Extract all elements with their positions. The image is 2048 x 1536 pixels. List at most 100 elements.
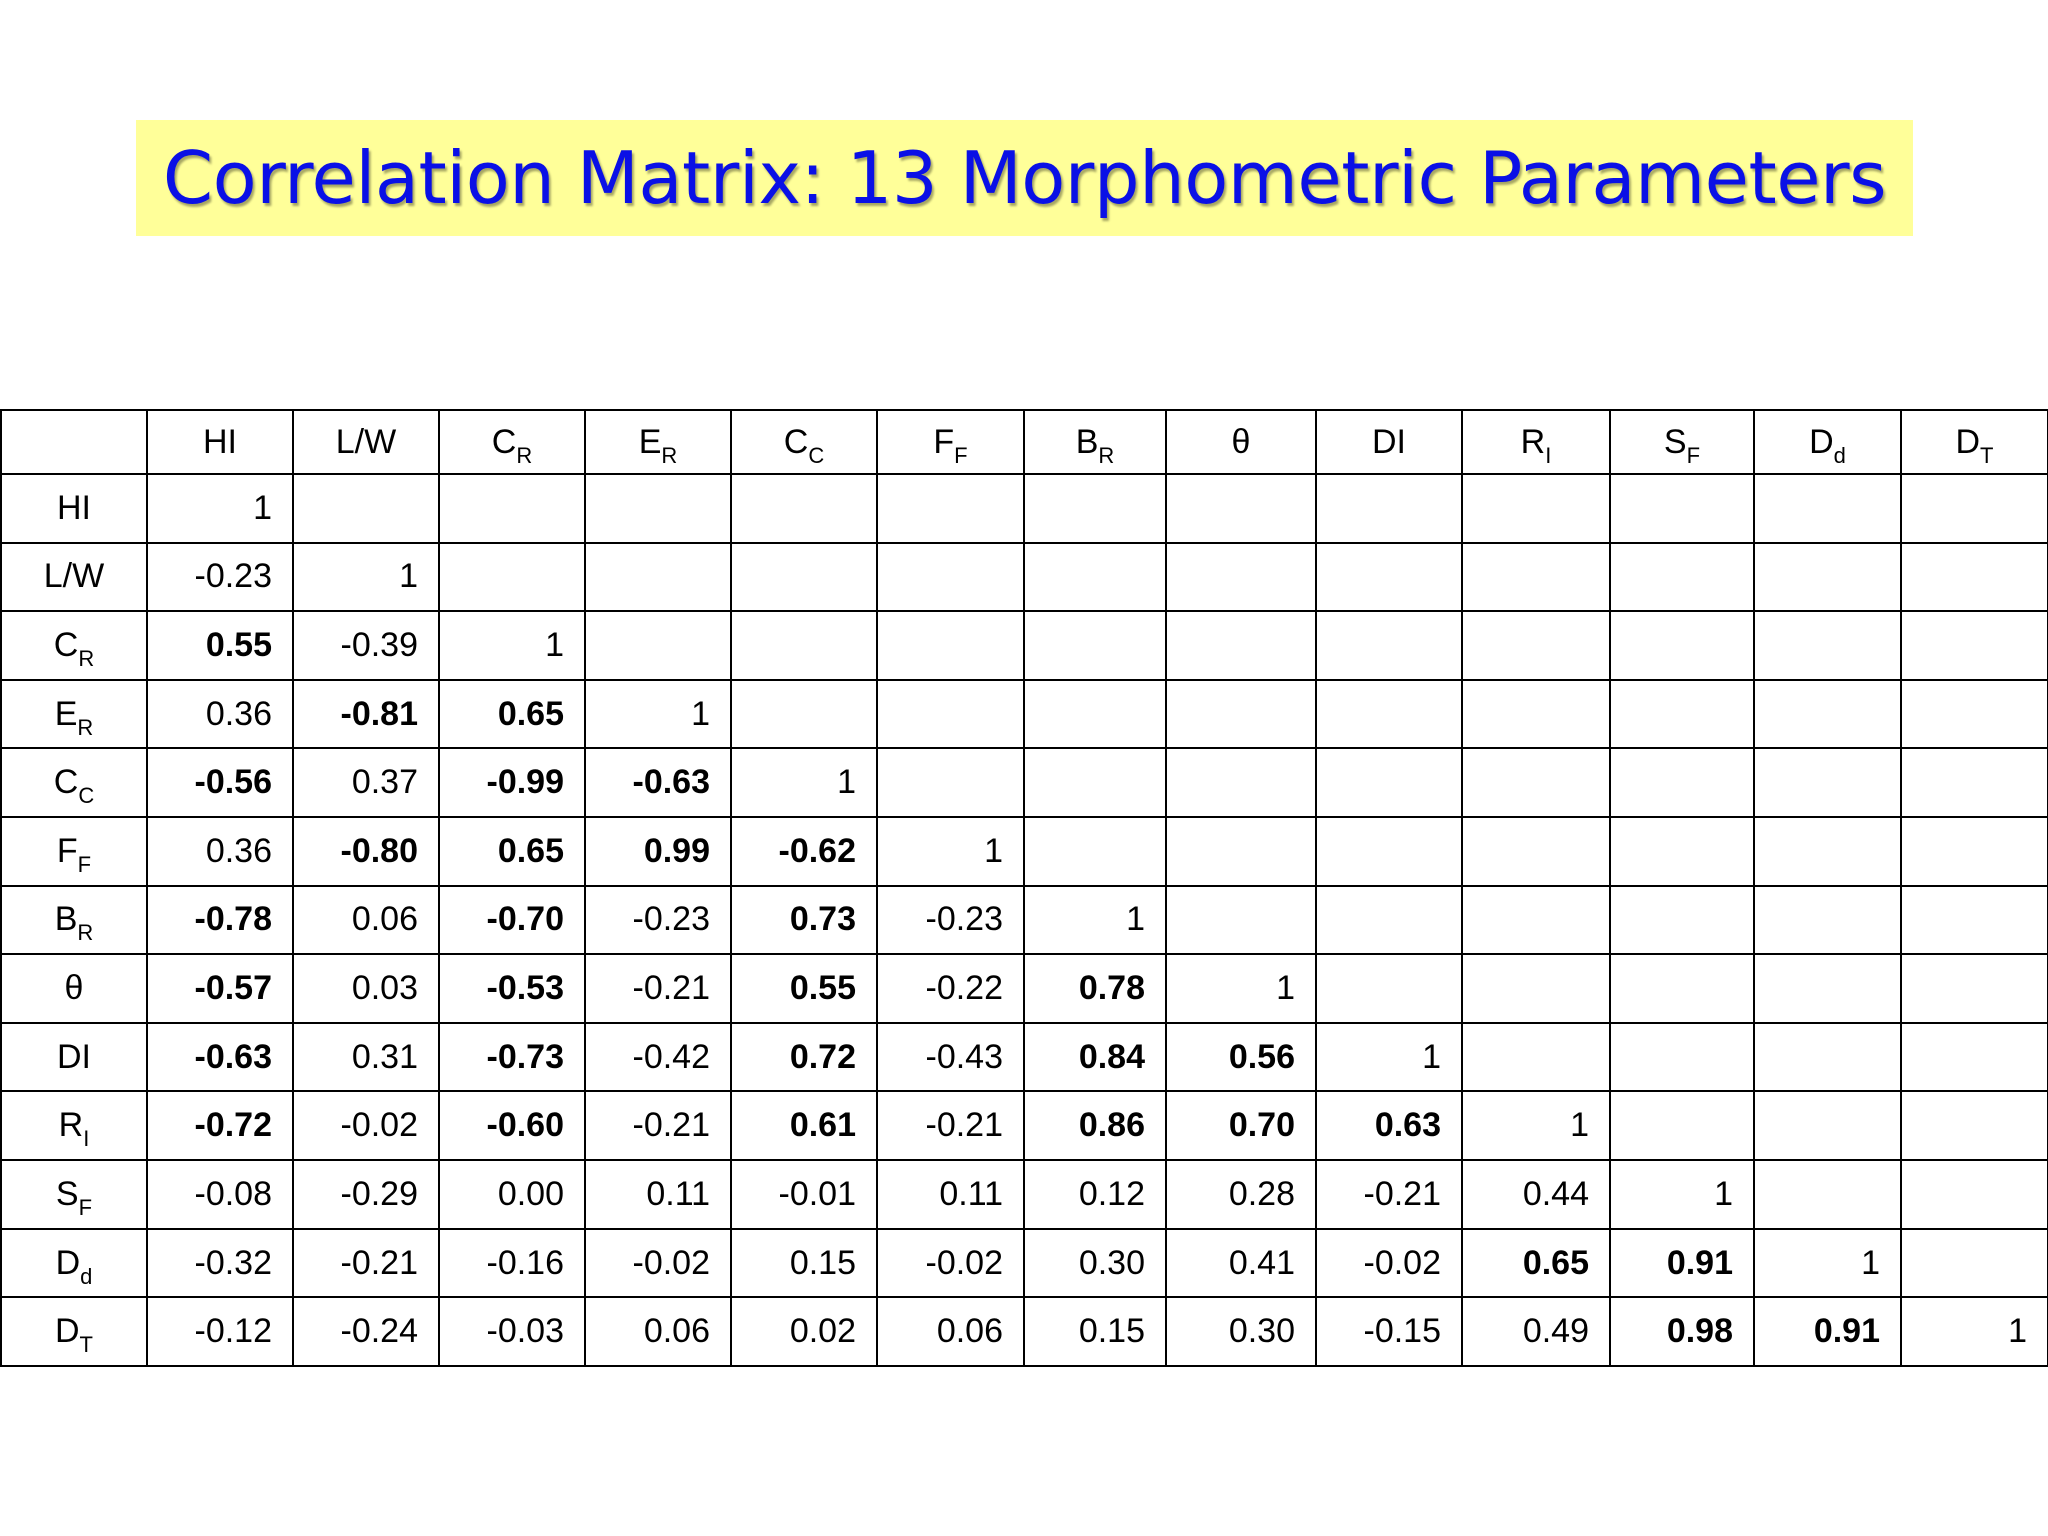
- correlation-cell: 1: [876, 816, 1025, 887]
- correlation-cell: -0.02: [292, 1090, 440, 1162]
- correlation-cell: 0.86: [1023, 1090, 1167, 1162]
- empty-cell: [292, 473, 440, 544]
- empty-cell: [1023, 473, 1167, 544]
- column-header: CC: [730, 409, 878, 475]
- correlation-cell: 0.70: [1165, 1090, 1317, 1162]
- correlation-cell: 0.78: [1023, 953, 1167, 1024]
- matrix-body: HI 1 L/W -0.23 1 CR 0.55 -0.39 1 ER 0.36 -0.81 0.65 1…: [0, 473, 2048, 1367]
- empty-cell: [1900, 610, 2048, 681]
- correlation-cell: 0.03: [292, 953, 440, 1024]
- correlation-cell: -0.21: [292, 1227, 440, 1299]
- column-header-label: F: [933, 422, 955, 461]
- table-row: θ -0.57 0.03 -0.53 -0.21 0.55 -0.22 0.78 1: [0, 953, 2048, 1024]
- column-header-label: D: [1955, 422, 1981, 461]
- correlation-cell: 0.41: [1165, 1227, 1317, 1299]
- column-header-subscript: F: [954, 442, 968, 468]
- row-header: FF: [0, 816, 148, 887]
- row-header: HI: [0, 473, 148, 544]
- column-header-label: S: [1663, 422, 1687, 461]
- column-header-label: HI: [203, 422, 237, 461]
- correlation-cell: 0.36: [146, 678, 294, 750]
- row-header: CC: [0, 747, 148, 819]
- correlation-cell: 0.98: [1609, 1296, 1755, 1367]
- row-header-subscript: C: [78, 783, 95, 809]
- column-header-label: DI: [1372, 422, 1406, 461]
- correlation-cell: -0.53: [438, 953, 586, 1024]
- empty-cell: [1315, 473, 1463, 544]
- empty-cell: [584, 473, 732, 544]
- correlation-cell: -0.22: [876, 953, 1025, 1024]
- correlation-cell: 1: [292, 541, 440, 613]
- column-header-label: R: [1520, 422, 1546, 461]
- correlation-cell: -0.23: [584, 884, 732, 956]
- empty-cell: [1315, 610, 1463, 681]
- column-header-label: L/W: [335, 422, 397, 461]
- correlation-cell: 0.15: [1023, 1296, 1167, 1367]
- empty-cell: [730, 473, 878, 544]
- correlation-cell: 0.63: [1315, 1090, 1463, 1162]
- empty-cell: [1753, 1090, 1902, 1162]
- empty-cell: [1609, 473, 1755, 544]
- correlation-cell: 0.11: [584, 1159, 732, 1230]
- row-header: θ: [0, 953, 148, 1024]
- empty-cell: [1165, 541, 1317, 613]
- table-row: DI -0.63 0.31 -0.73 -0.42 0.72 -0.43 0.84 0.56 1: [0, 1021, 2048, 1093]
- row-header-subscript: R: [77, 714, 94, 740]
- corner-cell: [0, 409, 148, 475]
- column-header-subscript: T: [1980, 442, 1994, 468]
- column-header: ER: [584, 409, 732, 475]
- column-header-label: C: [491, 422, 517, 461]
- empty-cell: [876, 678, 1025, 750]
- correlation-cell: 0.36: [146, 816, 294, 887]
- correlation-cell: 0.49: [1461, 1296, 1611, 1367]
- empty-cell: [1753, 610, 1902, 681]
- row-header-label: B: [54, 900, 78, 939]
- row-header-label: D: [54, 1312, 80, 1351]
- row-header-label: θ: [64, 969, 84, 1008]
- empty-cell: [1165, 678, 1317, 750]
- empty-cell: [1753, 816, 1902, 887]
- correlation-cell: -0.21: [584, 953, 732, 1024]
- table-row: HI 1: [0, 473, 2048, 544]
- empty-cell: [1753, 473, 1902, 544]
- correlation-cell: 0.72: [730, 1021, 878, 1093]
- empty-cell: [1900, 816, 2048, 887]
- correlation-cell: 0.06: [292, 884, 440, 956]
- empty-cell: [1753, 953, 1902, 1024]
- correlation-cell: -0.02: [876, 1227, 1025, 1299]
- empty-cell: [730, 678, 878, 750]
- correlation-cell: 0.61: [730, 1090, 878, 1162]
- row-header-label: C: [53, 763, 79, 802]
- empty-cell: [1461, 541, 1611, 613]
- empty-cell: [438, 541, 586, 613]
- column-header: SF: [1609, 409, 1755, 475]
- correlation-cell: -0.24: [292, 1296, 440, 1367]
- correlation-cell: -0.15: [1315, 1296, 1463, 1367]
- empty-cell: [1609, 678, 1755, 750]
- correlation-cell: 0.55: [730, 953, 878, 1024]
- correlation-cell: 0.00: [438, 1159, 586, 1230]
- empty-cell: [876, 610, 1025, 681]
- correlation-cell: -0.08: [146, 1159, 294, 1230]
- correlation-cell: 0.06: [876, 1296, 1025, 1367]
- correlation-cell: 1: [730, 747, 878, 819]
- empty-cell: [1753, 678, 1902, 750]
- correlation-cell: -0.73: [438, 1021, 586, 1093]
- empty-cell: [584, 541, 732, 613]
- row-header-subscript: F: [77, 851, 92, 877]
- empty-cell: [1315, 541, 1463, 613]
- column-header: FF: [876, 409, 1025, 475]
- row-header-label: D: [55, 1243, 81, 1282]
- table-row: CC -0.56 0.37 -0.99 -0.63 1: [0, 747, 2048, 819]
- row-header-subscript: d: [80, 1263, 93, 1289]
- row-header-subscript: I: [83, 1126, 90, 1152]
- row-header-label: L/W: [43, 557, 105, 596]
- correlation-cell: -0.29: [292, 1159, 440, 1230]
- empty-cell: [1023, 678, 1167, 750]
- table-row: SF -0.08 -0.29 0.00 0.11 -0.01 0.11 0.12 0.28 -0.…: [0, 1159, 2048, 1230]
- empty-cell: [1900, 884, 2048, 956]
- correlation-cell: 0.56: [1165, 1021, 1317, 1093]
- empty-cell: [1315, 816, 1463, 887]
- correlation-cell: -0.63: [584, 747, 732, 819]
- row-header-label: S: [55, 1174, 79, 1213]
